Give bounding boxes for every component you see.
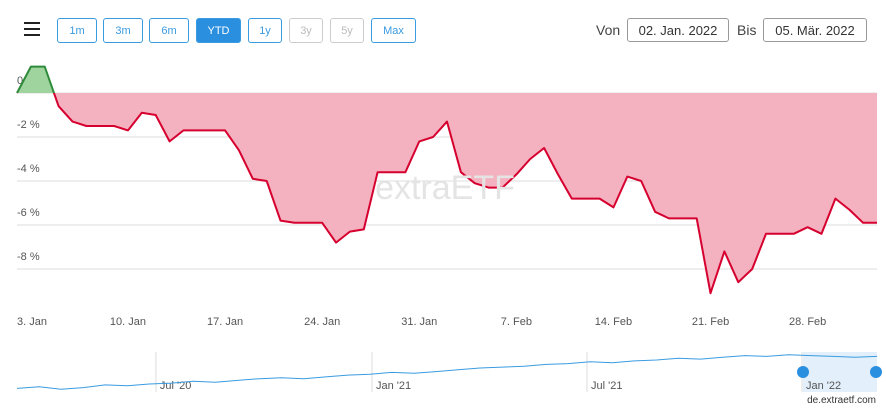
menu-icon[interactable] xyxy=(24,22,40,38)
x-tick-label: 31. Jan xyxy=(401,316,437,328)
navigator-line xyxy=(16,354,878,390)
range-button[interactable]: 1m xyxy=(57,18,97,43)
x-tick-label: 14. Feb xyxy=(595,316,632,328)
x-tick-label: 21. Feb xyxy=(692,316,729,328)
navigator-handle[interactable] xyxy=(797,366,809,378)
range-button[interactable]: 6m xyxy=(149,18,189,43)
x-tick-label: 17. Jan xyxy=(207,316,243,328)
range-button[interactable]: YTD xyxy=(196,18,241,43)
line xyxy=(16,65,877,295)
range-button[interactable]: Max xyxy=(371,18,416,43)
x-tick-label: 24. Jan xyxy=(304,316,340,328)
navigator-label: Jan '21 xyxy=(376,380,411,392)
x-tick-label: 3. Jan xyxy=(17,316,47,328)
navigator-label: Jul '21 xyxy=(591,380,622,392)
from-label: Von xyxy=(596,22,621,38)
y-tick-label: -4 % xyxy=(17,163,40,175)
range-button[interactable]: 1y xyxy=(248,18,282,43)
x-tick-label: 10. Jan xyxy=(110,316,146,328)
to-label: Bis xyxy=(737,22,757,38)
x-tick-label: 7. Feb xyxy=(501,316,532,328)
to-input[interactable]: 05. Mär. 2022 xyxy=(763,18,867,42)
area-fill xyxy=(17,66,877,294)
x-tick-label: 28. Feb xyxy=(789,316,826,328)
credit: de.extraetf.com xyxy=(807,395,876,406)
navigator-handle[interactable] xyxy=(870,366,882,378)
range-button: 3y xyxy=(289,18,323,43)
watermark: extraETF xyxy=(375,169,515,207)
navigator-selection xyxy=(803,352,877,392)
range-button: 5y xyxy=(330,18,364,43)
y-tick-label: -6 % xyxy=(17,207,40,219)
y-tick-label: -8 % xyxy=(17,251,40,263)
range-button[interactable]: 3m xyxy=(103,18,143,43)
from-input[interactable]: 02. Jan. 2022 xyxy=(627,18,729,42)
y-tick-label: -2 % xyxy=(17,119,40,131)
navigator-label: Jan '22 xyxy=(806,380,841,392)
